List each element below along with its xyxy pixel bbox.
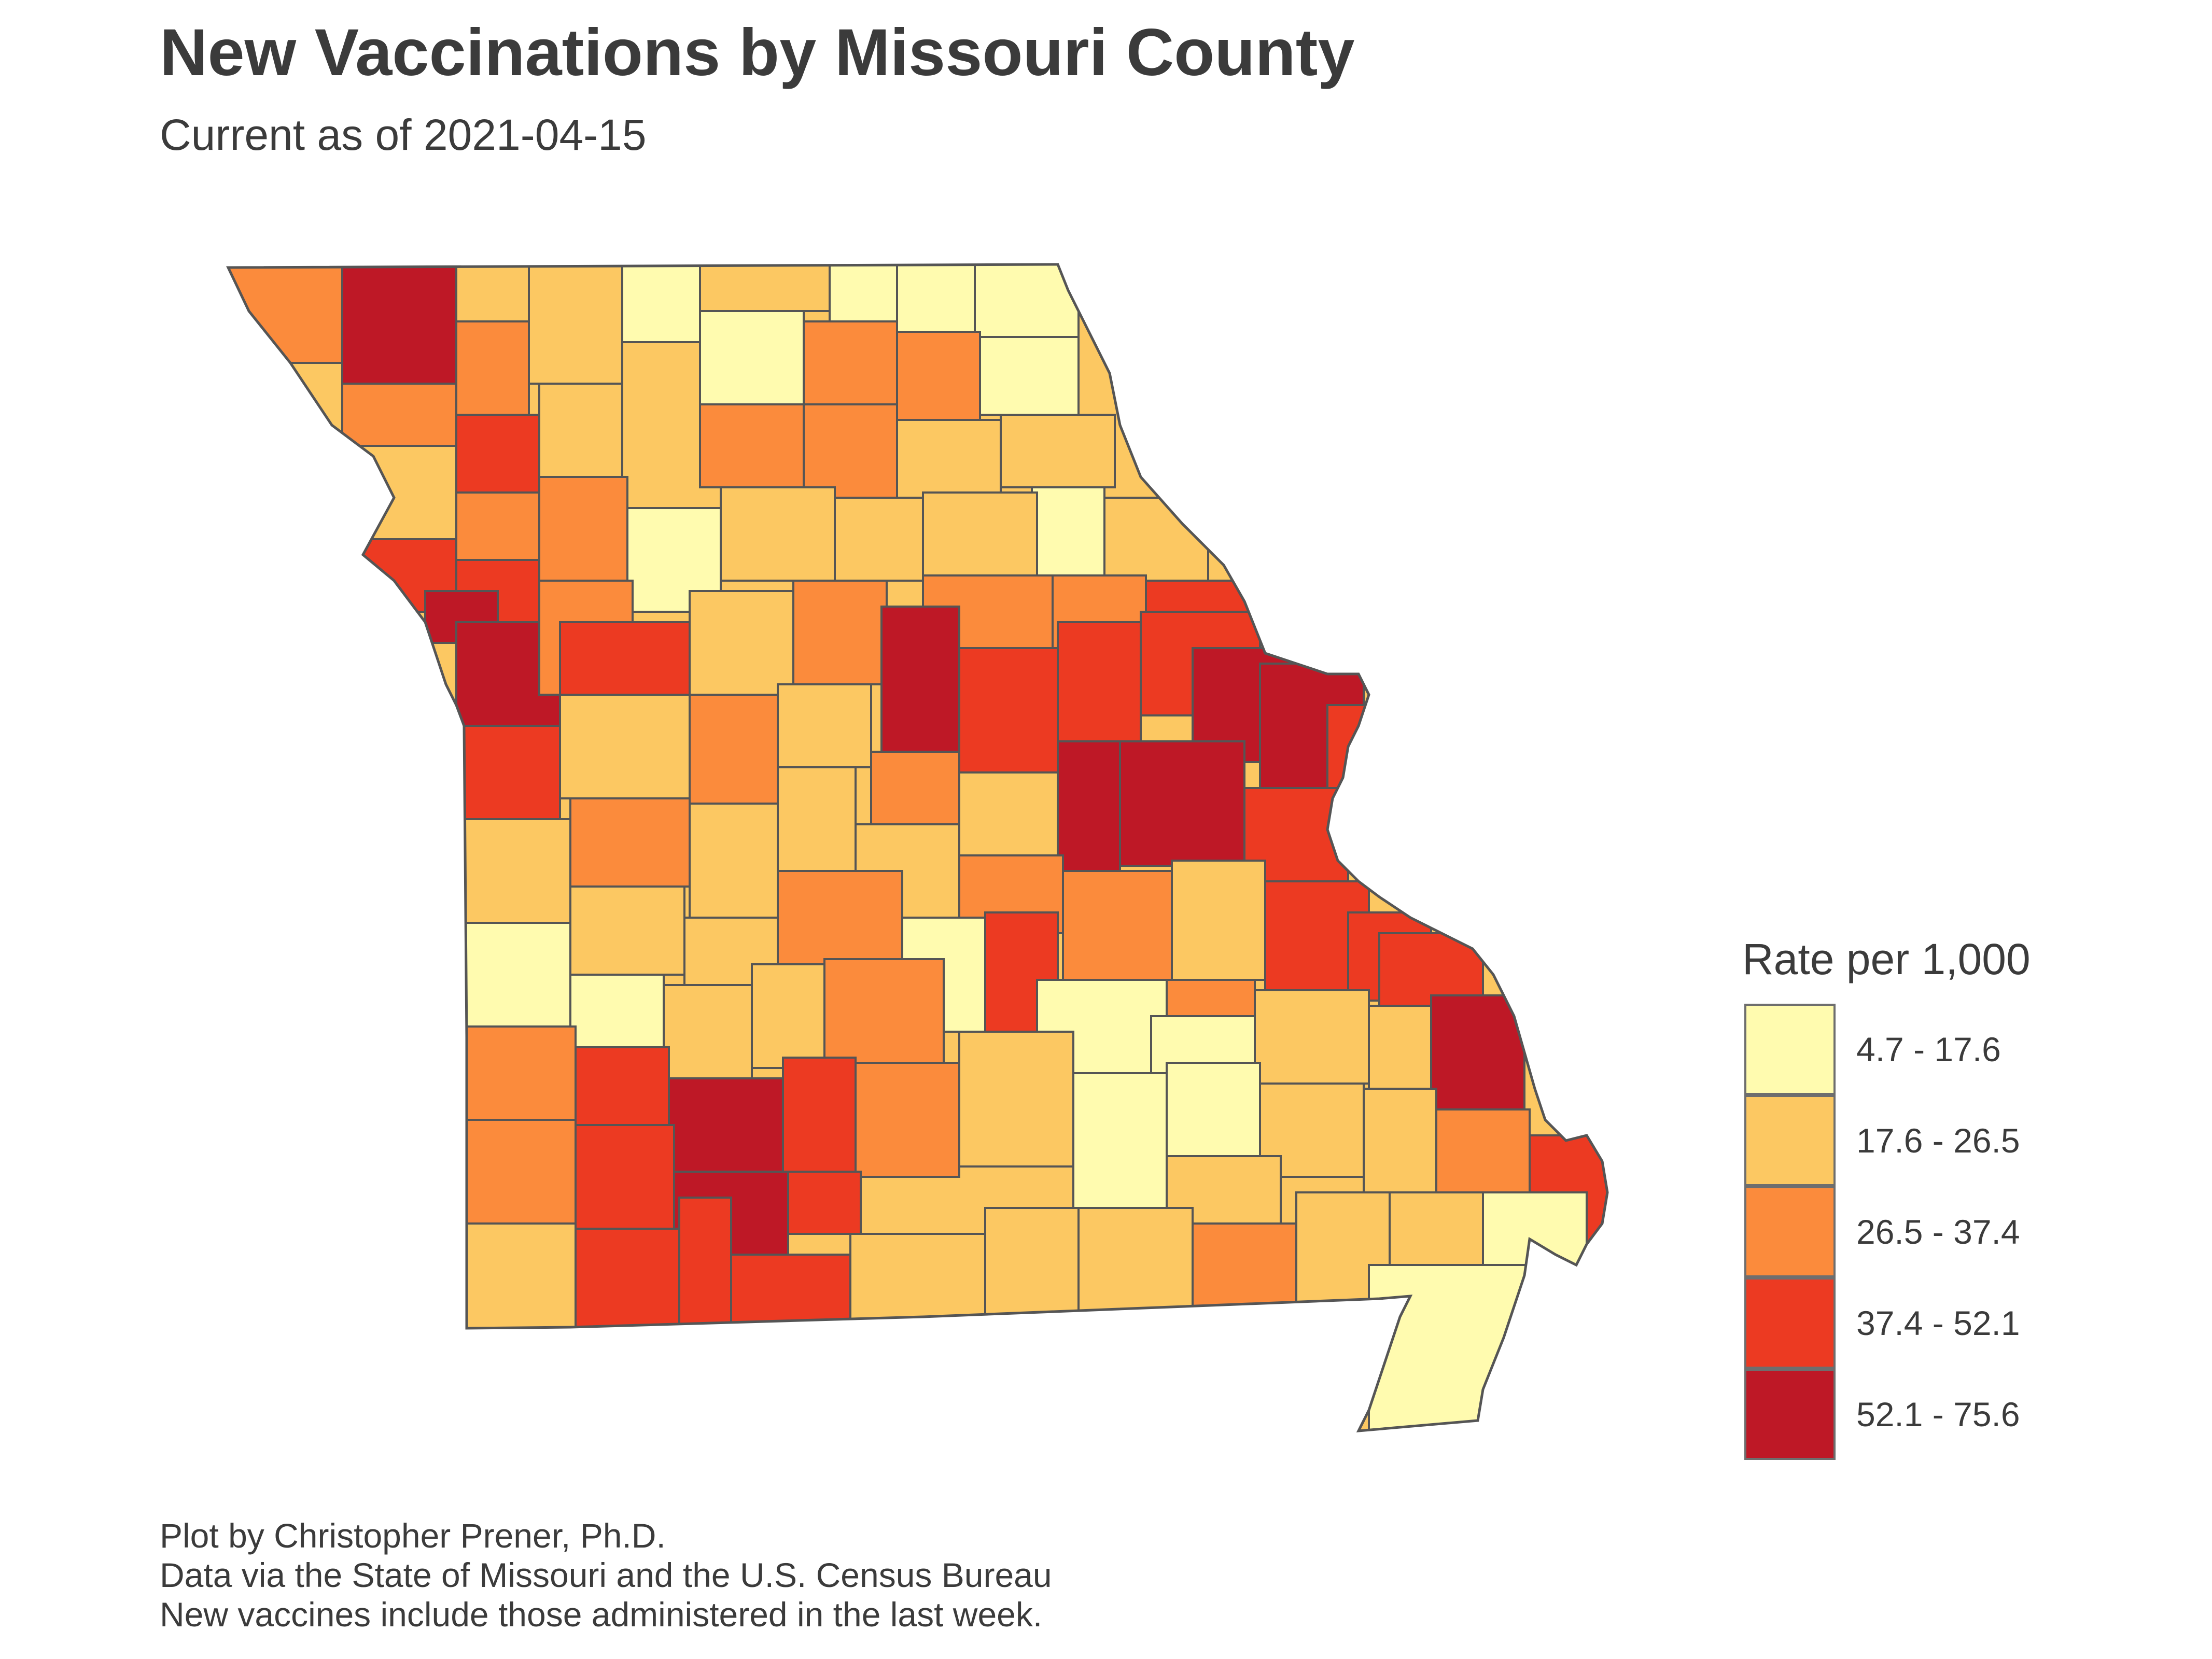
- legend-swatch: [1744, 1095, 1836, 1186]
- legend-label: 17.6 - 26.5: [1856, 1121, 2020, 1160]
- legend-label: 37.4 - 52.1: [1856, 1304, 2020, 1342]
- county-polygons: [228, 264, 1607, 1431]
- legend-label: 4.7 - 17.6: [1856, 1030, 2001, 1068]
- map-subtitle: Current as of 2021-04-15: [160, 110, 647, 159]
- legend-item: 52.1 - 75.6: [1744, 1369, 2159, 1460]
- legend-swatch: [1744, 1277, 1836, 1369]
- caption-source: Data via the State of Missouri and the U…: [160, 1556, 1052, 1594]
- state-outline: [226, 263, 1609, 1432]
- legend-item: 17.6 - 26.5: [1744, 1095, 2159, 1186]
- legend-label: 26.5 - 37.4: [1856, 1213, 2020, 1251]
- legend-swatch: [1744, 1186, 1836, 1277]
- legend-title: Rate per 1,000: [1742, 935, 2031, 983]
- legend-label: 52.1 - 75.6: [1856, 1395, 2020, 1433]
- legend-item: 37.4 - 52.1: [1744, 1277, 2159, 1369]
- legend-item: 4.7 - 17.6: [1744, 1004, 2159, 1095]
- legend-swatch: [1744, 1369, 1836, 1460]
- legend-swatch: [1744, 1004, 1836, 1095]
- map-title: New Vaccinations by Missouri County: [160, 16, 1355, 90]
- legend-item: 26.5 - 37.4: [1744, 1186, 2159, 1277]
- caption-author: Plot by Christopher Prener, Ph.D.: [160, 1516, 666, 1555]
- caption-note: New vaccines include those administered …: [160, 1595, 1043, 1634]
